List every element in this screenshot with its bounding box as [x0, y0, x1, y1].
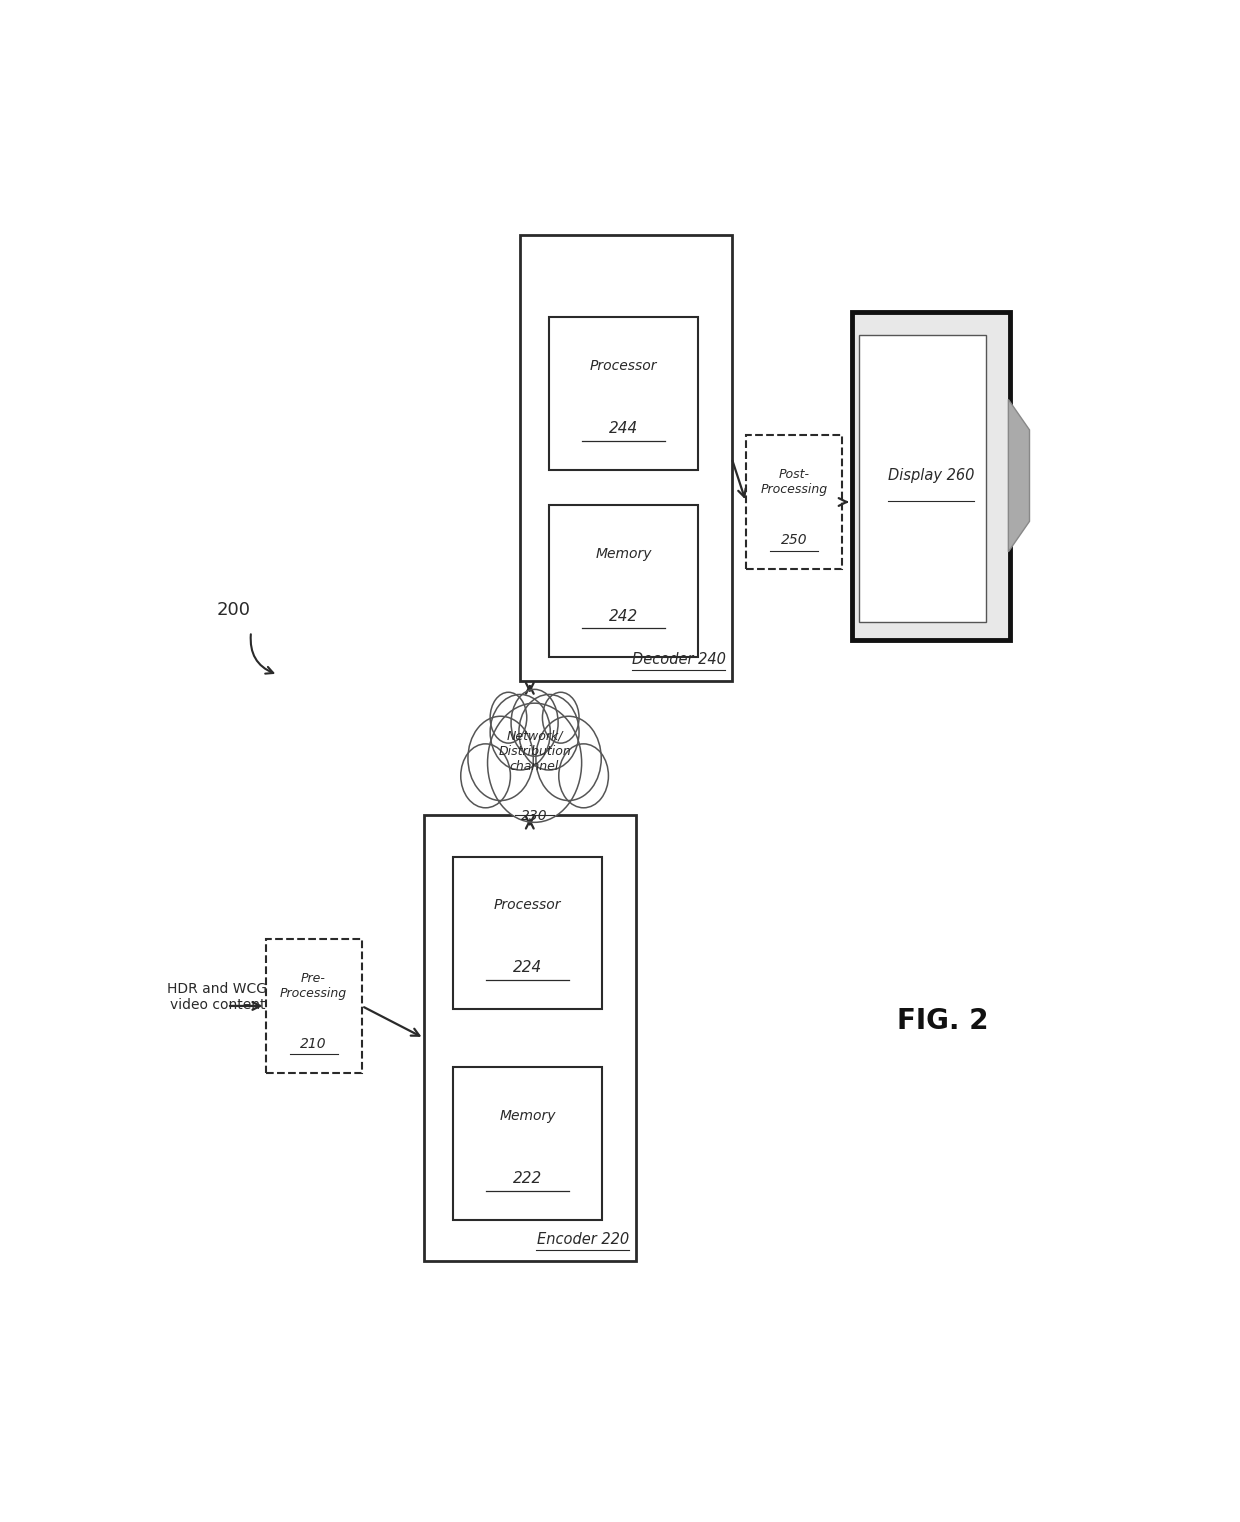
Text: Encoder 220: Encoder 220: [537, 1231, 629, 1247]
Ellipse shape: [461, 744, 511, 808]
Bar: [453, 1067, 601, 1219]
Ellipse shape: [542, 693, 579, 743]
Text: Memory: Memory: [595, 546, 652, 560]
Text: 230: 230: [521, 810, 548, 823]
Text: FIG. 2: FIG. 2: [898, 1006, 988, 1035]
Ellipse shape: [511, 689, 558, 756]
Ellipse shape: [559, 744, 609, 808]
Text: 242: 242: [609, 609, 639, 624]
Text: Display 260: Display 260: [888, 469, 975, 482]
Text: 250: 250: [781, 533, 807, 546]
Bar: [746, 435, 842, 569]
Polygon shape: [1008, 399, 1029, 552]
Text: 222: 222: [513, 1170, 542, 1186]
Bar: [549, 318, 698, 470]
Ellipse shape: [467, 717, 533, 801]
Text: 200: 200: [217, 601, 250, 619]
Text: Network/
Distribution
channel: Network/ Distribution channel: [498, 729, 570, 773]
Ellipse shape: [487, 703, 582, 822]
Text: Memory: Memory: [500, 1110, 556, 1123]
Text: Pre-
Processing: Pre- Processing: [280, 971, 347, 1000]
Text: Processor: Processor: [590, 359, 657, 373]
Bar: [852, 312, 1011, 639]
Text: 224: 224: [513, 960, 542, 976]
Bar: [521, 236, 732, 680]
Bar: [549, 505, 698, 658]
Ellipse shape: [490, 693, 527, 743]
Bar: [424, 816, 635, 1260]
Text: Processor: Processor: [494, 898, 562, 912]
Text: 210: 210: [300, 1036, 327, 1050]
Text: Post-
Processing: Post- Processing: [760, 467, 827, 496]
Text: HDR and WCG
video content: HDR and WCG video content: [167, 982, 268, 1012]
Ellipse shape: [518, 694, 579, 770]
Ellipse shape: [536, 717, 601, 801]
Text: 244: 244: [609, 422, 639, 437]
Bar: [859, 335, 986, 622]
Bar: [265, 939, 362, 1073]
Ellipse shape: [490, 694, 551, 770]
Text: Decoder 240: Decoder 240: [632, 651, 725, 667]
Bar: [453, 857, 601, 1009]
